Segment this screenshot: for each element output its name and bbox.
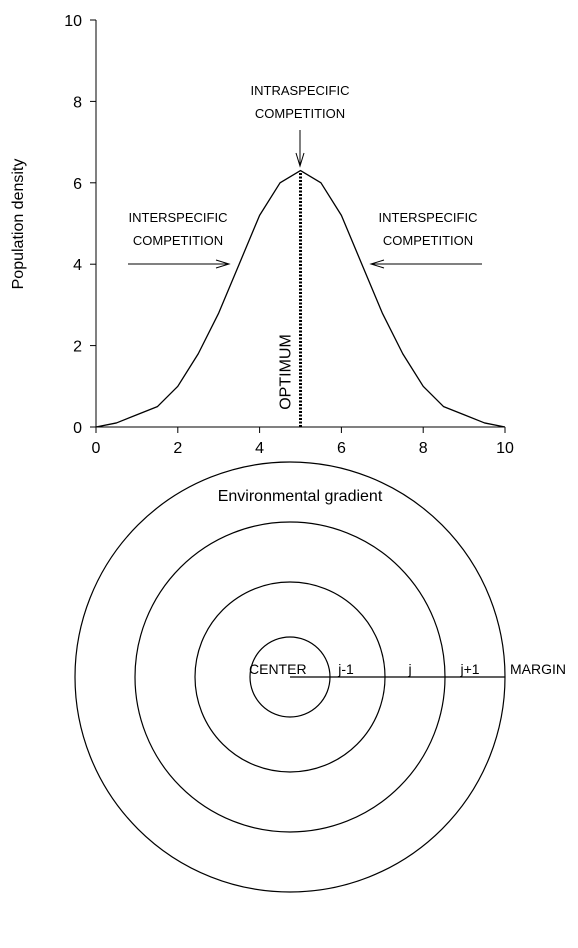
y-tick-label: 10 [64,13,82,30]
x-tick-label: 8 [419,440,428,457]
arrowhead [369,259,385,269]
annotation: INTRASPECIFIC [251,83,350,98]
optimum-label: OPTIMUM [278,334,295,410]
diagram-label: j-1 [337,661,354,677]
diagram-label: CENTER [249,661,307,677]
x-tick-label: 0 [92,440,101,457]
annotation: COMPETITION [133,233,223,248]
arrowhead [295,152,305,168]
arrowhead [215,259,231,269]
y-tick-label: 8 [73,94,82,111]
annotation: INTERSPECIFIC [379,210,478,225]
x-tick-label: 4 [255,440,264,457]
x-tick-label: 6 [337,440,346,457]
y-tick-label: 6 [73,176,82,193]
diagram-label: j [407,661,411,677]
x-tick-label: 10 [496,440,514,457]
annotation: INTERSPECIFIC [129,210,228,225]
concentric-circles [74,461,506,893]
y-axis-label: Population density [10,159,27,290]
y-tick-label: 2 [73,339,82,356]
annotation: COMPETITION [255,106,345,121]
y-tick-label: 0 [73,420,82,437]
y-tick-label: 4 [73,257,82,274]
diagram-label: MARGIN [510,661,566,677]
x-axis-label: Environmental gradient [218,488,383,505]
annotation: COMPETITION [383,233,473,248]
x-tick-label: 2 [173,440,182,457]
arrows [128,130,482,269]
diagram-label: j+1 [459,661,479,677]
